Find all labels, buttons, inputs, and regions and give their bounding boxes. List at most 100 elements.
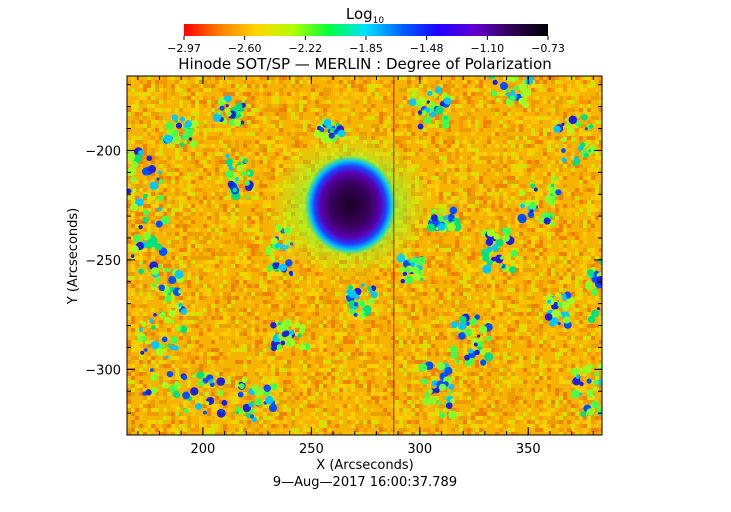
heatmap-cell <box>383 124 387 128</box>
heatmap-cell <box>535 80 539 84</box>
heatmap-cell <box>591 96 595 100</box>
heatmap-cell <box>343 376 347 380</box>
heatmap-cell <box>515 152 519 156</box>
heatmap-cell <box>455 356 459 360</box>
heatmap-cell <box>515 100 519 104</box>
heatmap-cell <box>431 92 435 96</box>
heatmap-cell <box>439 236 443 240</box>
heatmap-cell <box>247 292 251 296</box>
heatmap-cell <box>143 92 147 96</box>
heatmap-cell <box>235 92 239 96</box>
heatmap-cell <box>443 244 447 248</box>
heatmap-cell <box>515 376 519 380</box>
heatmap-cell <box>559 316 563 320</box>
heatmap-cell <box>595 96 599 100</box>
heatmap-cell <box>391 136 395 140</box>
heatmap-cell <box>423 296 427 300</box>
heatmap-cell <box>327 300 331 304</box>
heatmap-cell <box>463 80 467 84</box>
heatmap-cell <box>263 144 267 148</box>
heatmap-cell <box>135 280 139 284</box>
heatmap-cell <box>159 260 163 264</box>
heatmap-cell <box>507 152 511 156</box>
heatmap-cell <box>435 368 439 372</box>
heatmap-cell <box>379 80 383 84</box>
heatmap-cell <box>219 188 223 192</box>
heatmap-cell <box>415 364 419 368</box>
heatmap-cell <box>495 196 499 200</box>
heatmap-cell <box>163 232 167 236</box>
heatmap-cell <box>327 316 331 320</box>
heatmap-cell <box>507 256 511 260</box>
heatmap-cell <box>375 276 379 280</box>
heatmap-cell <box>231 288 235 292</box>
heatmap-cell <box>507 296 511 300</box>
heatmap-cell <box>215 168 219 172</box>
heatmap-cell <box>171 172 175 176</box>
heatmap-cell <box>447 108 451 112</box>
heatmap-cell <box>339 348 343 352</box>
heatmap-cell <box>591 256 595 260</box>
heatmap-cell <box>199 320 203 324</box>
heatmap-cell <box>543 156 547 160</box>
heatmap-cell <box>439 336 443 340</box>
heatmap-cell <box>127 140 131 144</box>
heatmap-cell <box>411 112 415 116</box>
heatmap-cell <box>147 224 151 228</box>
heatmap-cell <box>599 356 602 360</box>
heatmap-cell <box>567 368 571 372</box>
heatmap-cell <box>459 284 463 288</box>
heatmap-cell <box>131 324 135 328</box>
heatmap-cell <box>175 280 179 284</box>
heatmap-cell <box>167 204 171 208</box>
heatmap-cell <box>527 296 531 300</box>
heatmap-cell <box>535 164 539 168</box>
heatmap-cell <box>455 332 459 336</box>
heatmap-cell <box>211 348 215 352</box>
heatmap-cell <box>187 304 191 308</box>
heatmap-cell <box>427 328 431 332</box>
heatmap-cell <box>279 108 283 112</box>
heatmap-cell <box>211 172 215 176</box>
heatmap-cell <box>131 136 135 140</box>
heatmap-cell <box>543 248 547 252</box>
heatmap-cell <box>575 240 579 244</box>
heatmap-cell <box>163 200 167 204</box>
heatmap-cell <box>191 252 195 256</box>
heatmap-cell <box>223 356 227 360</box>
heatmap-cell <box>295 76 299 80</box>
heatmap-cell <box>195 356 199 360</box>
heatmap-cell <box>175 324 179 328</box>
heatmap-cell <box>419 312 423 316</box>
heatmap-cell <box>483 92 487 96</box>
heatmap-cell <box>179 100 183 104</box>
heatmap-cell <box>403 76 407 80</box>
heatmap-cell <box>563 252 567 256</box>
heatmap-cell <box>507 92 511 96</box>
heatmap-cell <box>503 180 507 184</box>
heatmap-cell <box>151 256 155 260</box>
heatmap-cell <box>187 264 191 268</box>
heatmap-cell <box>495 252 499 256</box>
heatmap-cell <box>335 100 339 104</box>
heatmap-cell <box>547 132 551 136</box>
heatmap-cell <box>159 124 163 128</box>
heatmap-cell <box>387 372 391 376</box>
heatmap-cell <box>331 300 335 304</box>
heatmap-cell <box>363 80 367 84</box>
heatmap-cell <box>591 208 595 212</box>
heatmap-cell <box>359 328 363 332</box>
heatmap-cell <box>459 96 463 100</box>
heatmap-cell <box>483 196 487 200</box>
heatmap-cell <box>267 144 271 148</box>
heatmap-cell <box>271 376 275 380</box>
heatmap-cell <box>163 84 167 88</box>
heatmap-cell <box>331 308 335 312</box>
heatmap-cell <box>135 336 139 340</box>
heatmap-cell <box>399 368 403 372</box>
heatmap-cell <box>479 256 483 260</box>
heatmap-cell <box>235 212 239 216</box>
heatmap-cell <box>147 296 151 300</box>
heatmap-cell <box>311 336 315 340</box>
heatmap-cell <box>283 276 287 280</box>
